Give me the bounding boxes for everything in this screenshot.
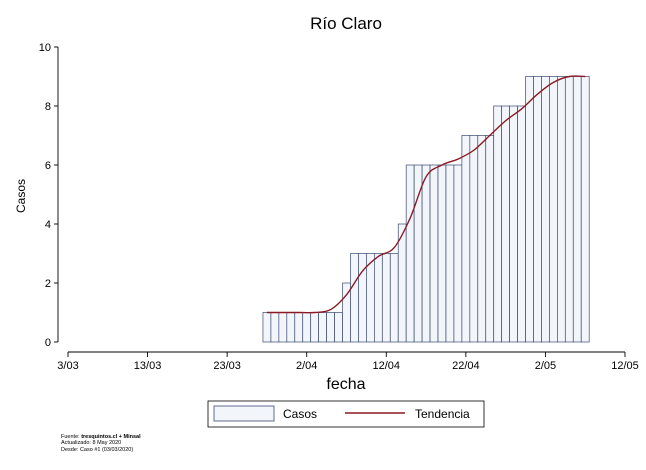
legend-swatch-casos — [213, 405, 275, 422]
legend-box — [207, 400, 485, 428]
bar-casos — [334, 312, 343, 343]
x-tick-label: 2/04 — [296, 360, 317, 372]
bar-casos — [564, 76, 574, 343]
bar-casos — [517, 105, 526, 343]
bar-casos — [509, 105, 518, 343]
bar-casos — [445, 164, 455, 343]
bar-casos — [533, 76, 542, 343]
bar-casos — [413, 164, 423, 343]
bars — [262, 76, 590, 343]
bar-casos — [366, 253, 375, 343]
bar-casos — [318, 312, 327, 343]
x-tick-label: 2/05 — [535, 360, 556, 372]
source-footer: Fuente: tresquintos.cl + Minsal Actualiz… — [61, 434, 141, 453]
bar-casos — [262, 312, 272, 343]
bar-casos — [469, 135, 479, 343]
y-axis: 0 2 4 6 8 10 — [39, 42, 59, 349]
bar-casos — [326, 312, 335, 343]
chart-title: Río Claro — [310, 14, 382, 33]
x-tick-label: 3/03 — [57, 360, 78, 372]
footer-source-name: tresquintos.cl + Minsal — [81, 434, 141, 440]
x-tick-label: 23/03 — [213, 360, 241, 372]
bar-casos — [381, 253, 391, 343]
bar-casos — [294, 312, 304, 343]
legend-label-tendencia: Tendencia — [415, 407, 470, 421]
bar-casos — [429, 164, 439, 343]
bar-casos — [397, 223, 407, 343]
bar-casos — [493, 105, 503, 343]
x-tick-label: 12/05 — [611, 360, 639, 372]
trend-line-path — [266, 75, 586, 314]
bar-casos — [501, 105, 510, 343]
trend-line — [266, 75, 586, 314]
legend-label-casos: Casos — [283, 407, 317, 421]
y-tick-label: 0 — [45, 337, 51, 349]
bar-casos — [350, 253, 359, 343]
bar-casos — [421, 164, 431, 343]
bar-casos — [358, 253, 367, 343]
bar-casos — [485, 135, 495, 343]
bar-casos — [525, 76, 534, 343]
bar-casos — [477, 135, 487, 343]
x-axis-label: fecha — [326, 376, 365, 393]
bar-casos — [302, 312, 312, 343]
y-tick-label: 2 — [45, 278, 51, 290]
y-axis-label: Casos — [14, 179, 28, 213]
bar-casos — [453, 164, 463, 343]
bar-casos — [278, 312, 288, 343]
y-tick-label: 6 — [45, 160, 51, 172]
bar-casos — [572, 76, 582, 343]
x-axis: 3/03 13/03 23/03 2/04 12/04 22/04 2/05 12/05 — [57, 351, 639, 372]
bar-casos — [374, 253, 383, 343]
bar-casos — [310, 312, 320, 343]
bar-casos — [549, 76, 558, 343]
footer-since: Desde: Caso #1 (03/03/2020) — [61, 446, 134, 453]
footer-updated: Actualizado: 8 May 2020 — [61, 440, 122, 447]
bar-casos — [405, 164, 415, 343]
bar-casos — [389, 253, 399, 343]
x-tick-label: 22/04 — [452, 360, 480, 372]
bar-casos — [437, 164, 447, 343]
bar-casos — [286, 312, 296, 343]
x-tick-label: 12/04 — [373, 360, 401, 372]
bar-casos — [270, 312, 280, 343]
y-tick-label: 4 — [45, 219, 51, 231]
x-tick-label: 13/03 — [134, 360, 162, 372]
legend: Casos Tendencia — [207, 400, 485, 428]
bar-casos — [580, 76, 590, 343]
bar-casos — [461, 135, 471, 343]
bar-casos — [557, 76, 566, 343]
y-tick-label: 8 — [45, 101, 51, 113]
bar-casos — [541, 76, 550, 343]
y-tick-label: 10 — [39, 42, 51, 54]
footer-source: Fuente: tresquintos.cl + Minsal — [61, 434, 141, 440]
